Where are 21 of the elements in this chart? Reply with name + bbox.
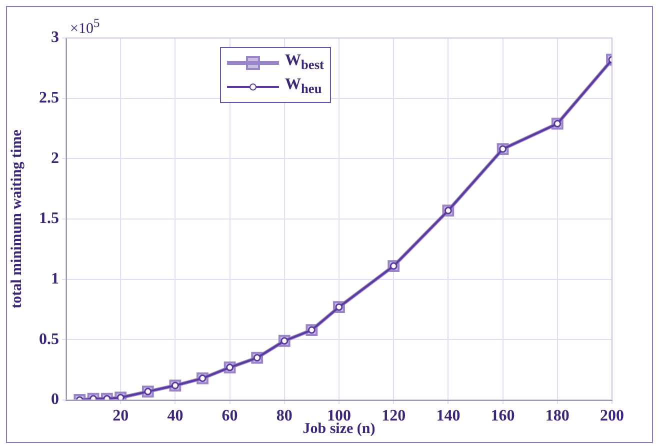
x-axis-title: Job size (n) xyxy=(302,420,376,437)
x-tick-label: 160 xyxy=(490,408,515,425)
x-tick-label: 20 xyxy=(112,408,129,425)
x-tick-label: 80 xyxy=(276,408,292,425)
y-tick-label: 1.5 xyxy=(39,210,59,228)
x-tick-label: 40 xyxy=(167,408,184,425)
x-tick-label: 180 xyxy=(545,408,570,425)
x-tick-label: 60 xyxy=(222,408,238,425)
y-tick-label: 2 xyxy=(51,150,59,167)
legend-label: W$_{heu}$ xyxy=(285,76,322,98)
y-tick-label: 0 xyxy=(51,391,59,408)
x-tick-label: 200 xyxy=(600,408,624,425)
y-tick-label: 2.5 xyxy=(39,89,59,106)
legend-label: W$_{best}$ xyxy=(285,52,324,74)
x-tick-label: 120 xyxy=(382,408,406,425)
y-tick-label: 1 xyxy=(51,270,59,288)
x-tick-label: 140 xyxy=(436,408,460,425)
text: ×10$^{5}$ xyxy=(70,16,100,38)
y-axis-title: total minimum waiting time xyxy=(8,129,25,308)
y-tick-label: 0.5 xyxy=(39,330,59,348)
y-tick-label: 3 xyxy=(51,29,59,46)
